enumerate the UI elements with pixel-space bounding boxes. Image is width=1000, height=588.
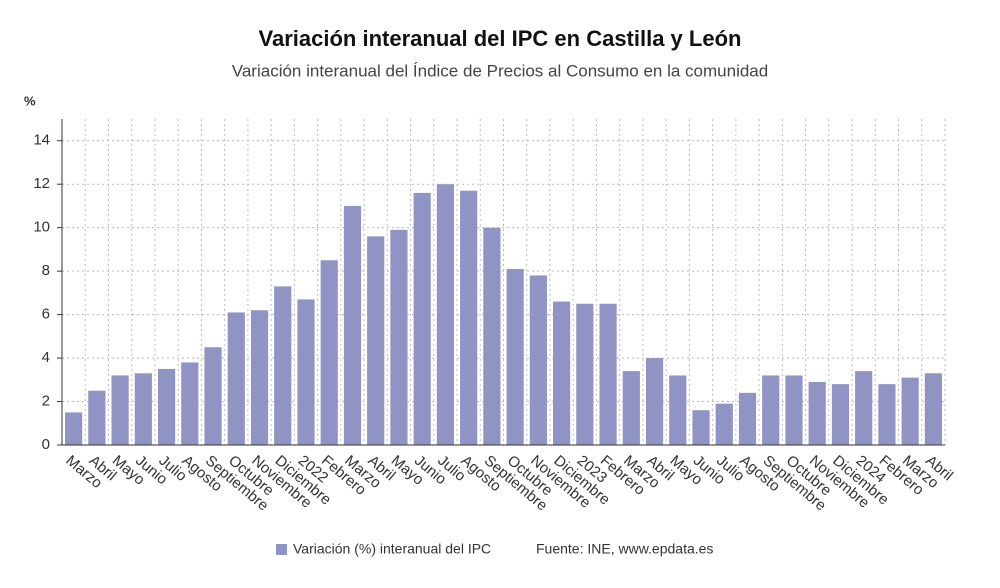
- bar: [88, 390, 106, 445]
- source: Fuente: INE, www.epdata.es: [536, 541, 713, 557]
- legend-swatch: [276, 544, 287, 555]
- bar: [576, 303, 594, 445]
- bar: [924, 373, 942, 445]
- y-tick-label: 4: [42, 349, 50, 366]
- bar: [715, 403, 733, 445]
- bar: [878, 384, 896, 445]
- bar: [343, 205, 362, 445]
- bar: [250, 310, 269, 445]
- bar: [367, 236, 385, 445]
- bar: [785, 375, 803, 445]
- bar: [552, 301, 571, 445]
- bar: [157, 368, 176, 445]
- bar: [599, 303, 617, 445]
- bar: [669, 375, 687, 445]
- bar: [390, 229, 408, 445]
- bar: [506, 268, 524, 445]
- y-axis-label: %: [24, 93, 36, 108]
- bar: [808, 381, 826, 445]
- bar: [692, 410, 710, 445]
- bar: [274, 286, 292, 445]
- bar: [645, 358, 664, 445]
- y-tick-label: 12: [33, 175, 50, 192]
- y-tick-label: 6: [42, 306, 50, 323]
- bar: [227, 312, 245, 445]
- bar: [529, 275, 547, 445]
- bar: [855, 371, 873, 445]
- legend-label: Variación (%) interanual del IPC: [293, 541, 491, 557]
- bar: [111, 375, 129, 445]
- chart-subtitle: Variación interanual del Índice de Preci…: [232, 61, 768, 80]
- bar: [831, 384, 850, 445]
- bar: [901, 377, 919, 445]
- bar: [413, 192, 431, 445]
- bar: [436, 184, 455, 445]
- bar: [762, 375, 780, 445]
- bar: [483, 227, 501, 445]
- bar: [738, 392, 757, 445]
- chart-title: Variación interanual del IPC en Castilla…: [259, 26, 742, 51]
- bar: [320, 260, 338, 445]
- y-tick-label: 2: [42, 393, 50, 410]
- bar: [460, 190, 478, 445]
- bar: [65, 412, 83, 445]
- y-tick-label: 14: [33, 132, 50, 149]
- bar: [204, 347, 222, 445]
- y-tick-label: 0: [42, 436, 50, 453]
- bar: [134, 373, 152, 445]
- bar: [622, 371, 640, 445]
- y-tick-label: 8: [42, 262, 50, 279]
- y-tick-label: 10: [33, 219, 50, 236]
- bar: [297, 299, 315, 445]
- bar: [181, 362, 199, 445]
